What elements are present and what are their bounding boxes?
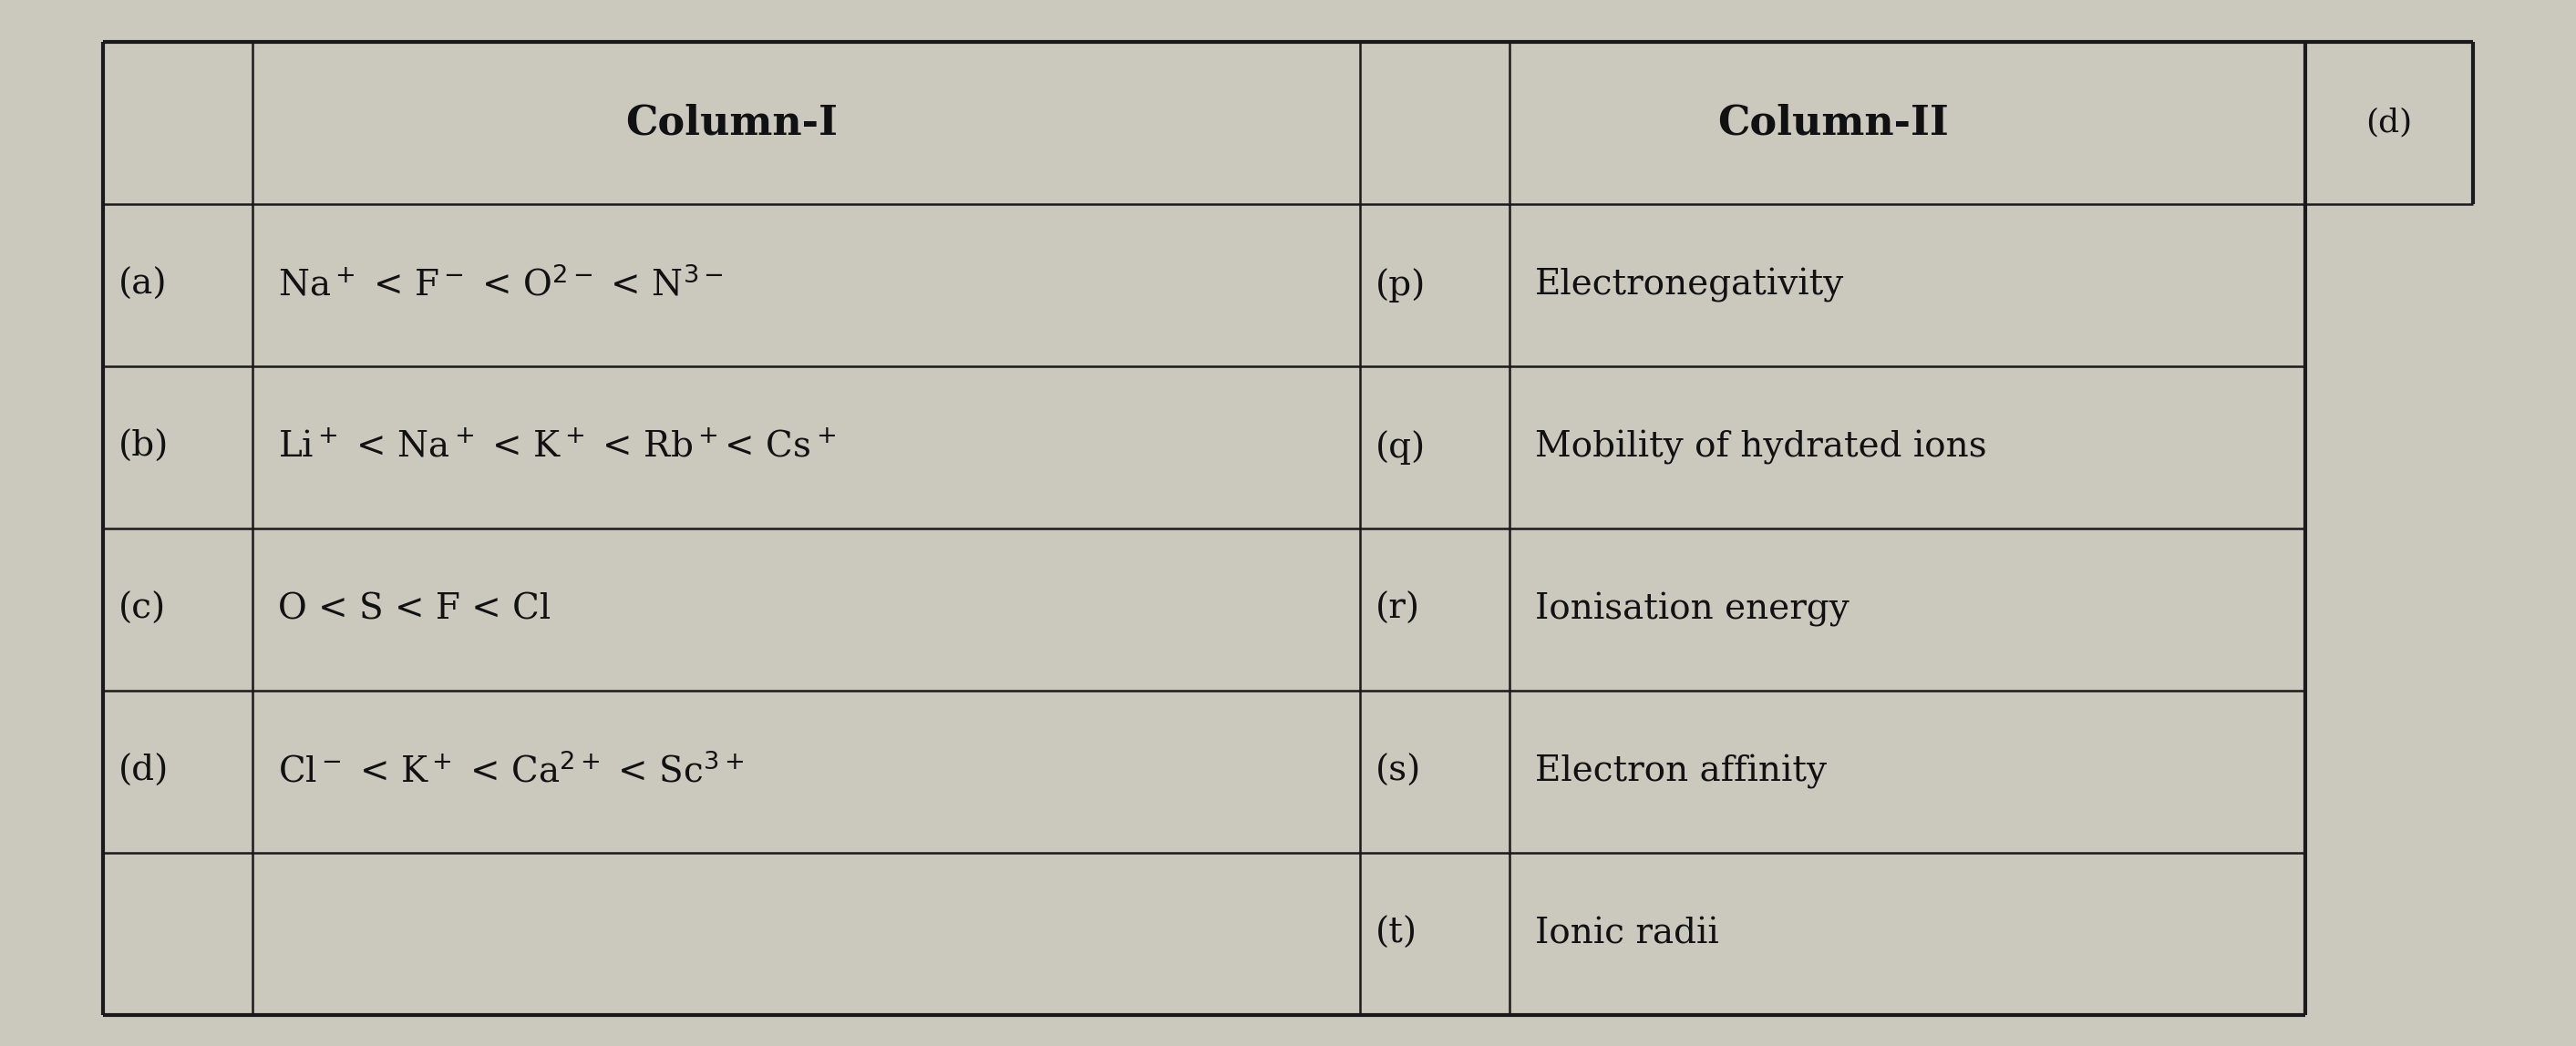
Text: Ionisation energy: Ionisation energy bbox=[1535, 592, 1850, 627]
Text: (c): (c) bbox=[118, 592, 165, 627]
Text: (d): (d) bbox=[2365, 108, 2414, 138]
Text: (s): (s) bbox=[1376, 754, 1422, 789]
Text: Ionic radii: Ionic radii bbox=[1535, 916, 1718, 951]
Text: (b): (b) bbox=[118, 430, 170, 464]
Text: Electron affinity: Electron affinity bbox=[1535, 754, 1826, 789]
Text: (t): (t) bbox=[1376, 916, 1417, 951]
Text: Column-II: Column-II bbox=[1718, 104, 1947, 142]
Text: Na$^+$ < F$^-$ < O$^{2-}$ < N$^{3-}$: Na$^+$ < F$^-$ < O$^{2-}$ < N$^{3-}$ bbox=[278, 267, 724, 303]
Text: Electronegativity: Electronegativity bbox=[1535, 268, 1844, 302]
Text: (d): (d) bbox=[118, 754, 170, 789]
Text: Column-I: Column-I bbox=[626, 104, 837, 142]
Text: O < S < F < Cl: O < S < F < Cl bbox=[278, 592, 551, 627]
Text: Mobility of hydrated ions: Mobility of hydrated ions bbox=[1535, 430, 1986, 464]
Text: Cl$^-$ < K$^+$ < Ca$^{2+}$ < Sc$^{3+}$: Cl$^-$ < K$^+$ < Ca$^{2+}$ < Sc$^{3+}$ bbox=[278, 753, 744, 790]
Text: (r): (r) bbox=[1376, 592, 1419, 627]
Text: (p): (p) bbox=[1376, 268, 1427, 302]
Text: (a): (a) bbox=[118, 268, 167, 302]
Text: Li$^+$ < Na$^+$ < K$^+$ < Rb$^+$< Cs$^+$: Li$^+$ < Na$^+$ < K$^+$ < Rb$^+$< Cs$^+$ bbox=[278, 430, 837, 464]
Text: (q): (q) bbox=[1376, 430, 1427, 464]
